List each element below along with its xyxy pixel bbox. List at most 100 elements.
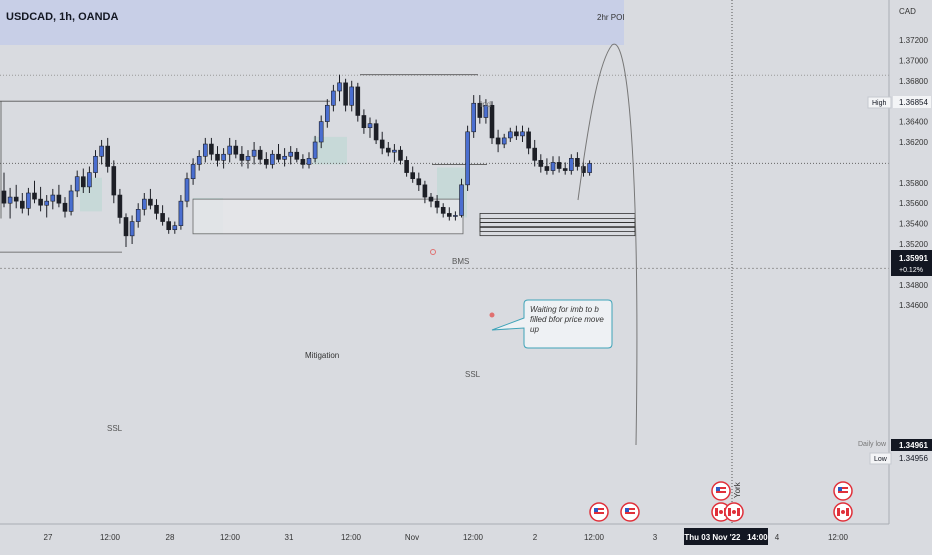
candle-body <box>62 202 68 212</box>
ssl-left-label: SSL <box>107 424 123 433</box>
price-tick: 1.34600 <box>899 301 928 310</box>
daily-low-tag-value: 1.34961 <box>899 441 928 450</box>
candle-body <box>178 200 184 226</box>
time-tick-27: 27 <box>44 533 53 542</box>
candle-body <box>312 141 318 159</box>
candle-body <box>44 200 50 206</box>
candle-body <box>440 206 446 214</box>
candle-body <box>105 145 110 167</box>
high-tag-label: High <box>872 100 887 107</box>
us-flag-event-icon[interactable] <box>620 502 640 522</box>
candle-body <box>221 153 226 161</box>
callout-text-box: Waiting for imb to b filled bfor price m… <box>530 305 604 334</box>
candle-body <box>74 176 80 192</box>
candle-body <box>343 82 348 106</box>
current-price-tag <box>891 250 932 276</box>
candle-body <box>190 164 196 180</box>
candle-body <box>19 200 25 209</box>
symbol-label: USDCAD, 1h, OANDA <box>6 11 119 23</box>
price-tick: 1.36200 <box>899 138 928 147</box>
callout-bubble[interactable] <box>491 299 613 349</box>
candle-body <box>483 104 489 118</box>
price-tick: 1.35400 <box>899 220 928 229</box>
candle-body <box>68 190 74 212</box>
candle-body <box>495 137 501 145</box>
candles-layer <box>1 74 592 248</box>
time-tick-1200-a: 12:00 <box>100 533 121 542</box>
currency-label: CAD <box>899 7 916 16</box>
candle-body <box>355 86 361 116</box>
candle-body <box>117 194 123 218</box>
time-tick-1200-f: 12:00 <box>828 533 849 542</box>
candle-body <box>270 153 275 165</box>
candle-body <box>318 121 324 143</box>
candle-body <box>129 221 135 237</box>
current-price-change: +0.12% <box>899 267 923 274</box>
candle-body <box>428 196 434 202</box>
candle-body <box>13 196 19 202</box>
candle-body <box>526 131 531 149</box>
candle-body <box>81 176 86 188</box>
us-flag-event-icon[interactable] <box>589 502 609 522</box>
candle-body <box>587 163 592 173</box>
annotations-layer <box>430 43 638 446</box>
candle-body <box>465 131 470 186</box>
candle-body <box>245 155 251 161</box>
candle-body <box>422 184 428 198</box>
time-axis[interactable]: 27 12:00 28 12:00 31 12:00 Nov 12:00 2 1… <box>0 523 932 550</box>
candle-body <box>416 178 422 186</box>
candle-body <box>556 162 562 169</box>
high-tag-value-box <box>893 96 931 108</box>
price-tick: 1.36400 <box>899 118 928 127</box>
projection-curve <box>577 43 638 446</box>
candle-body <box>434 200 440 208</box>
candle-body <box>501 137 507 145</box>
us-flag-event-icon[interactable] <box>833 481 853 501</box>
time-tick-1200-e: 12:00 <box>584 533 605 542</box>
low-tag-label: Low <box>874 456 888 463</box>
candle-body <box>306 158 312 165</box>
candle-body <box>227 145 232 155</box>
time-axis-bg <box>0 524 932 550</box>
ssl-right-label: SSL <box>465 370 481 379</box>
price-tick: 1.34800 <box>899 281 928 290</box>
candle-body <box>294 151 300 160</box>
time-tick-28: 28 <box>166 533 175 542</box>
candle-body <box>532 147 538 161</box>
callout-text: Waiting for imb to b filled bfor price m… <box>530 305 604 334</box>
candle-body <box>172 225 178 231</box>
candle-body <box>361 115 367 129</box>
candle-body <box>568 158 574 171</box>
event-vertical-label: York <box>733 481 742 498</box>
candle-body <box>142 198 147 210</box>
price-tick: 1.37000 <box>899 56 928 65</box>
price-tick: 1.35200 <box>899 240 928 249</box>
price-tick: 1.35800 <box>899 179 928 188</box>
candle-body <box>50 194 56 202</box>
candle-body <box>489 104 495 139</box>
price-axis[interactable]: CAD 1.372001.370001.368001.366001.364001… <box>867 0 932 524</box>
low-tag-value: 1.34956 <box>899 454 928 463</box>
candle-body <box>404 160 409 173</box>
candle-body <box>233 145 239 155</box>
candle-body <box>135 209 141 222</box>
levels-layer <box>0 0 889 524</box>
candle-body <box>215 153 220 161</box>
canada-flag-event-icon[interactable] <box>724 502 744 522</box>
daily-low-tag <box>891 439 932 451</box>
candle-body <box>93 155 98 173</box>
candle-body <box>471 102 477 133</box>
marker-icon <box>489 312 495 318</box>
candle-body <box>453 215 458 217</box>
marker-icon <box>430 249 436 255</box>
high-tag-label-box <box>867 96 892 109</box>
time-tick-3: 3 <box>653 533 658 542</box>
candle-body <box>99 145 104 157</box>
candle-body <box>575 158 580 167</box>
candle-body <box>257 149 263 160</box>
candle-body <box>367 123 373 129</box>
us-flag-event-icon[interactable] <box>711 481 731 501</box>
canada-flag-event-icon[interactable] <box>833 502 853 522</box>
